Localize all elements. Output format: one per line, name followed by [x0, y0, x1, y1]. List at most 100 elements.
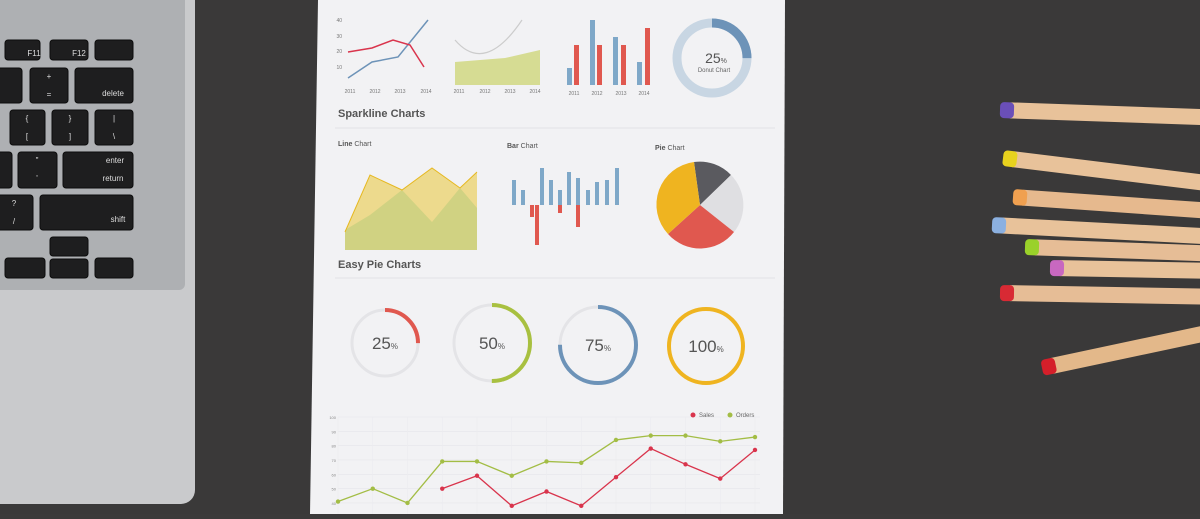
tick-label: 2011 — [569, 91, 580, 97]
point — [752, 447, 758, 453]
legend-swatch — [727, 412, 733, 418]
key-label: ' — [36, 174, 38, 183]
value: 50 — [479, 334, 498, 353]
tick-label: 2014 — [529, 89, 540, 95]
paper: 40 30 20 10 2011 2012 2013 2014 2011 201… — [310, 0, 785, 514]
point — [544, 459, 549, 464]
key-label: shift — [111, 215, 126, 224]
tick-label: 2013 — [615, 91, 626, 97]
y-tick-label: 70 — [332, 458, 337, 463]
unit: % — [498, 342, 505, 351]
y-tick-label: 80 — [332, 444, 337, 449]
key-label: F12 — [72, 49, 86, 58]
key-label: / — [13, 217, 16, 226]
ring-arc — [350, 308, 420, 378]
point — [474, 459, 480, 464]
point — [613, 474, 619, 480]
key-label: ? — [12, 199, 17, 208]
point — [509, 503, 514, 509]
donut-value: 25% — [705, 50, 727, 66]
tick-label: 2012 — [591, 91, 602, 97]
point — [579, 503, 584, 509]
point — [613, 437, 619, 443]
point — [440, 486, 445, 491]
tick-label: 30 — [336, 34, 342, 40]
point — [718, 439, 723, 444]
tick-label: 40 — [336, 18, 342, 24]
series-line — [442, 447, 756, 507]
point — [440, 459, 445, 464]
chart-label: Line Chart — [338, 141, 372, 148]
tick-label: 10 — [336, 65, 342, 71]
ring-value: 75% — [585, 336, 611, 355]
ring-value: 50% — [479, 334, 505, 353]
point — [683, 433, 688, 438]
unit: % — [604, 344, 611, 353]
ring-arc — [452, 303, 532, 383]
line-chart: 40 50 60 70 80 90 100 Sales Orders — [329, 412, 760, 514]
key-label: \ — [113, 132, 116, 141]
key-label: { — [26, 114, 29, 123]
key-label: F11 — [27, 49, 41, 58]
unit: % — [717, 345, 724, 354]
point — [683, 462, 688, 467]
tick-label: 2012 — [369, 89, 380, 95]
legend-label: Orders — [736, 413, 754, 419]
legend-label: Sales — [699, 413, 714, 419]
section-title: Easy Pie Charts — [338, 259, 421, 271]
pencils — [991, 102, 1200, 376]
legend-swatch — [690, 412, 696, 418]
point — [648, 433, 653, 438]
value: 75 — [585, 336, 604, 355]
tick-label: 2013 — [394, 89, 405, 95]
key-label: delete — [102, 89, 124, 98]
y-tick-label: 50 — [332, 487, 337, 492]
point — [474, 473, 480, 478]
ring-arc — [667, 307, 745, 385]
point — [405, 500, 410, 506]
point — [370, 486, 375, 491]
tick-label: 2011 — [345, 89, 356, 95]
y-tick-label: 40 — [332, 501, 337, 506]
donut-label: Donut Chart — [698, 68, 731, 74]
key-label: ] — [69, 132, 71, 141]
tick-label: 2013 — [504, 89, 515, 95]
y-tick-label: 100 — [329, 415, 336, 420]
key-label: } — [69, 114, 72, 123]
point — [648, 446, 653, 451]
tick-label: 2012 — [479, 89, 490, 95]
chart-label: Bar Chart — [507, 143, 538, 150]
point — [752, 434, 758, 440]
point — [509, 473, 514, 478]
tick-label: 2014 — [638, 91, 649, 97]
tick-label: 2014 — [420, 89, 431, 95]
value: 25 — [372, 334, 391, 353]
point — [718, 476, 723, 481]
tick-label: 2011 — [454, 89, 465, 95]
key-label: [ — [26, 132, 29, 141]
tick-label: 20 — [336, 49, 342, 55]
key-label: = — [47, 90, 52, 99]
point — [579, 460, 584, 466]
easy-pies: 25% 50% 75% 100% — [350, 303, 745, 385]
section-title: Sparkline Charts — [338, 108, 425, 120]
point — [544, 489, 549, 494]
chart-label: Pie Chart — [655, 145, 685, 152]
key-label: | — [113, 114, 115, 123]
key-label: return — [103, 174, 124, 183]
key-label: enter — [106, 156, 125, 165]
ring-value: 100% — [688, 337, 724, 356]
y-tick-label: 90 — [332, 429, 337, 434]
laptop: F11 F12 delete enter return shift + = { … — [0, 0, 195, 504]
ring-arc — [558, 305, 638, 385]
value: 100 — [688, 337, 716, 356]
unit: % — [391, 342, 398, 351]
point — [335, 499, 341, 504]
key-label: " — [36, 156, 39, 165]
y-tick-label: 60 — [332, 472, 337, 477]
key-label: + — [47, 72, 52, 81]
ring-value: 25% — [372, 334, 398, 353]
donut-arc — [672, 18, 752, 98]
